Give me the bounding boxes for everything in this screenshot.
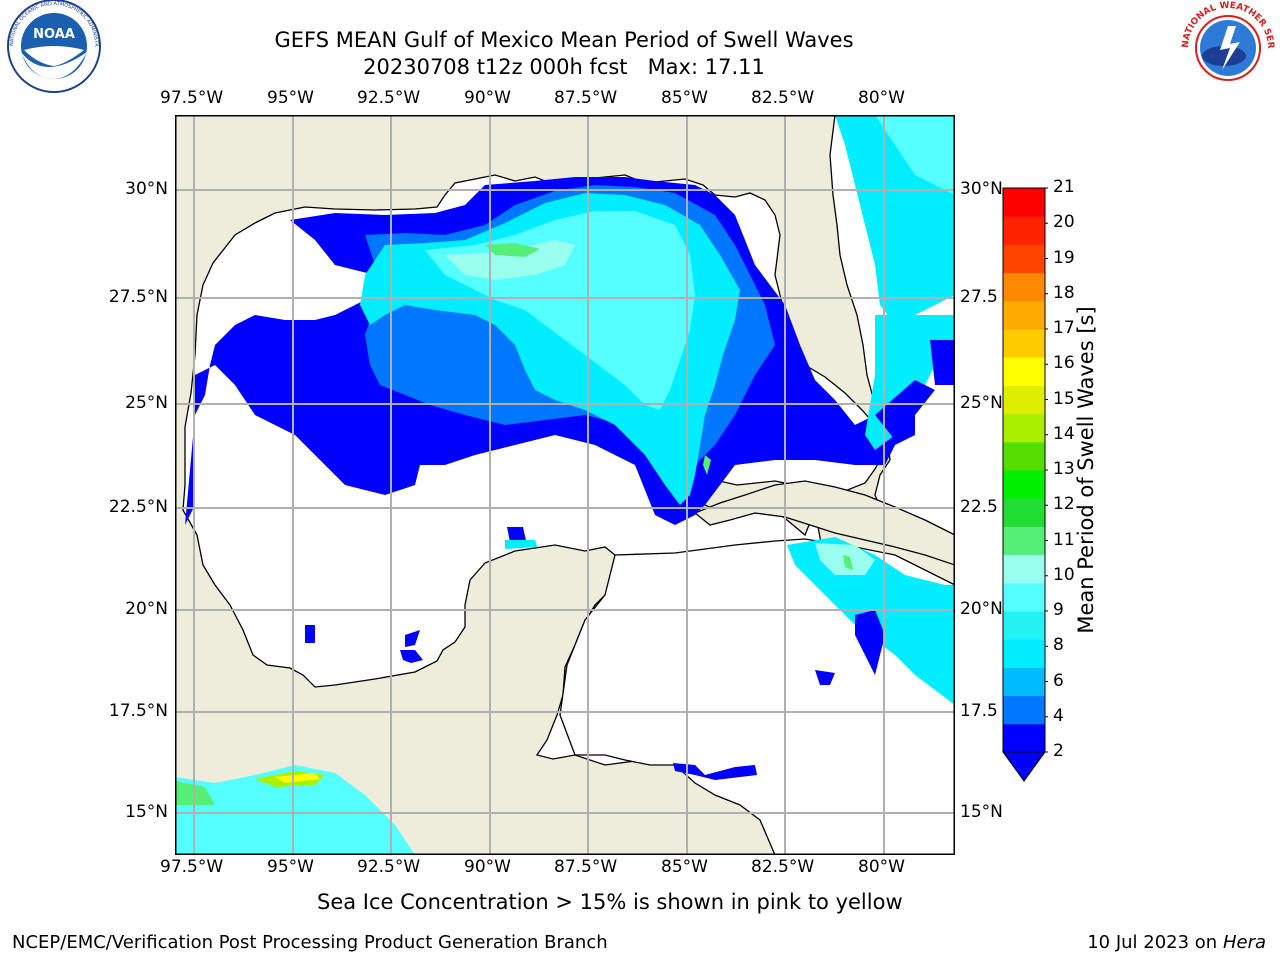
lon-label-top: 87.5°W — [554, 88, 618, 108]
lon-label-bottom: 90°W — [464, 857, 511, 877]
lat-label-right: 22.5 — [960, 497, 998, 517]
nws-logo: NATIONAL WEATHER SERVICE — [1176, 0, 1275, 94]
colorbar-tick-label: 18 — [1053, 282, 1075, 303]
colorbar-tick-label: 15 — [1053, 388, 1075, 409]
colorbar-tick-label: 10 — [1053, 564, 1075, 585]
lon-label-top: 92.5°W — [357, 88, 421, 108]
colorbar-bin — [1003, 272, 1045, 302]
colorbar-bin — [1003, 300, 1045, 330]
map-panel — [175, 115, 955, 855]
lon-label-bottom: 92.5°W — [357, 857, 421, 877]
colorbar — [1002, 187, 1048, 782]
colorbar-tick-label: 20 — [1053, 212, 1075, 233]
lon-label-bottom: 80°W — [858, 857, 905, 877]
lat-label-left: 17.5°N — [108, 701, 168, 721]
lat-label-right: 17.5 — [960, 701, 998, 721]
lat-label-left: 30°N — [125, 179, 168, 199]
colorbar-bin — [1003, 441, 1045, 471]
noaa-wordmark: NOAA — [33, 27, 75, 42]
colorbar-tick-label: 13 — [1053, 459, 1075, 479]
colorbar-tick-label: 14 — [1053, 423, 1075, 444]
colorbar-bin — [1003, 413, 1045, 443]
lon-label-top: 95°W — [267, 88, 314, 108]
lat-label-right: 20°N — [960, 599, 1003, 619]
lon-label-bottom: 85°W — [661, 857, 708, 877]
colorbar-tick-label: 9 — [1053, 600, 1064, 620]
footer-credit: NCEP/EMC/Verification Post Processing Pr… — [12, 932, 608, 953]
colorbar-tick-label: 21 — [1053, 177, 1075, 197]
colorbar-bin — [1003, 470, 1045, 499]
chart-subtitle: 20230708 t12z 000h fcst Max: 17.11 — [363, 55, 765, 79]
colorbar-tick-label: 16 — [1053, 353, 1075, 374]
colorbar-tick-label: 2 — [1053, 741, 1064, 761]
lon-label-bottom: 82.5°W — [751, 857, 815, 877]
colorbar-bin — [1003, 385, 1045, 415]
lon-label-top: 82.5°W — [751, 88, 815, 108]
colorbar-bin — [1003, 357, 1045, 386]
colorbar-tick-label: 4 — [1053, 705, 1064, 726]
lon-label-bottom: 97.5°W — [160, 857, 224, 877]
colorbar-extend-arrow — [1002, 751, 1046, 782]
map-frame — [175, 115, 955, 855]
lon-label-top: 97.5°W — [160, 88, 224, 108]
noaa-logo: NOAA NATIONAL OCEANIC AND ATMOSPHERIC AD… — [4, 0, 101, 93]
colorbar-tick-label: 19 — [1053, 247, 1075, 268]
footer-date: 10 Jul 2023 on Hera — [1087, 932, 1266, 953]
colorbar-tick-label: 11 — [1053, 529, 1075, 550]
colorbar-bin — [1003, 188, 1045, 217]
lon-label-top: 85°W — [661, 88, 708, 108]
colorbar-bin — [1003, 216, 1045, 245]
lat-label-right: 15°N — [960, 802, 1003, 822]
lat-label-left: 20°N — [125, 599, 168, 619]
colorbar-tick-label: 17 — [1053, 318, 1075, 338]
colorbar-label: Mean Period of Swell Waves [s] — [1074, 306, 1098, 634]
lat-label-right: 27.5 — [960, 287, 998, 307]
colorbar-bin — [1003, 611, 1045, 640]
lat-label-left: 22.5°N — [108, 497, 168, 517]
lat-label-right: 25°N — [960, 393, 1003, 413]
colorbar-tick-label: 8 — [1053, 635, 1064, 656]
colorbar-bin — [1003, 639, 1045, 668]
lon-label-bottom: 87.5°W — [554, 857, 618, 877]
lon-label-top: 90°W — [464, 88, 511, 108]
sea-ice-note: Sea Ice Concentration > 15% is shown in … — [317, 890, 903, 914]
colorbar-bin — [1003, 695, 1045, 725]
colorbar-tick-label: 12 — [1053, 494, 1075, 515]
colorbar-bin — [1003, 526, 1045, 556]
colorbar-bin — [1003, 554, 1045, 584]
swell-contours — [175, 115, 955, 855]
colorbar-bin — [1003, 329, 1045, 358]
colorbar-tick-label: 6 — [1053, 670, 1064, 691]
lat-label-left: 25°N — [125, 393, 168, 413]
colorbar-bin — [1003, 498, 1045, 527]
colorbar-bin — [1003, 723, 1045, 753]
chart-title: GEFS MEAN Gulf of Mexico Mean Period of … — [274, 28, 854, 52]
colorbar-bin — [1003, 244, 1045, 274]
lon-label-top: 80°W — [858, 88, 905, 108]
graticule — [175, 115, 955, 855]
colorbar-bin — [1003, 667, 1045, 697]
lat-label-left: 27.5°N — [108, 287, 168, 307]
lat-label-left: 15°N — [125, 802, 168, 822]
lat-label-right: 30°N — [960, 179, 1003, 199]
colorbar-bin — [1003, 582, 1045, 612]
footer-date-text: 10 Jul 2023 on — [1087, 932, 1223, 953]
footer-machine: Hera — [1222, 932, 1266, 953]
lon-label-bottom: 95°W — [267, 857, 314, 877]
